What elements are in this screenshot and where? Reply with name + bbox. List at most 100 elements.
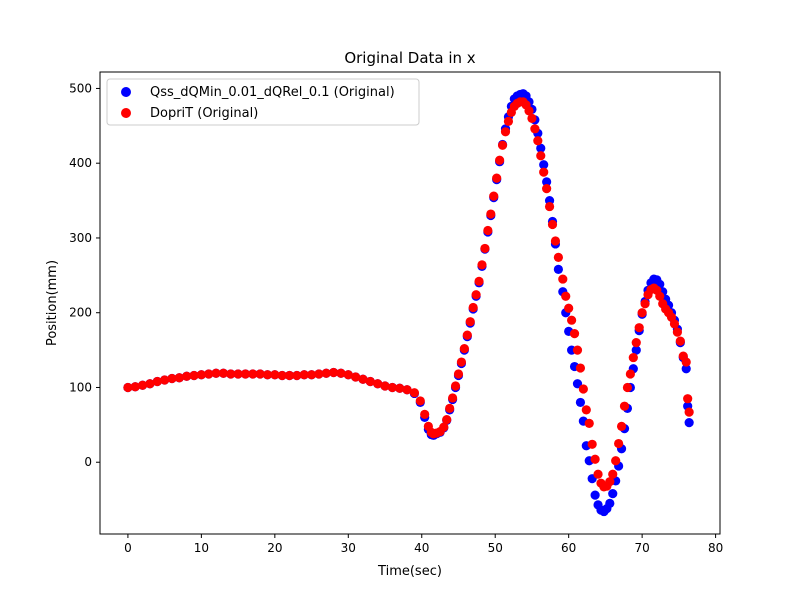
- y-axis-label: Position(mm): [45, 260, 60, 346]
- data-point: [196, 370, 206, 380]
- data-point: [486, 209, 496, 219]
- data-point: [681, 364, 691, 374]
- data-point: [533, 136, 543, 146]
- data-point: [614, 438, 624, 449]
- data-point: [292, 370, 302, 381]
- data-point: [138, 380, 148, 390]
- data-point: [625, 369, 635, 379]
- data-point: [619, 401, 630, 411]
- data-point: [439, 422, 449, 432]
- data-point: [299, 370, 309, 380]
- y-tick-label: 0: [84, 455, 92, 469]
- data-point: [527, 113, 537, 123]
- data-point: [123, 382, 133, 393]
- y-tick-label: 100: [69, 380, 92, 394]
- data-point: [130, 382, 140, 392]
- data-point: [640, 299, 650, 309]
- data-point: [468, 302, 478, 313]
- y-tick-label: 400: [69, 156, 92, 170]
- data-point: [611, 456, 621, 466]
- data-point: [631, 345, 641, 355]
- y-axis: 0 100 200 300 400 500: [69, 81, 100, 469]
- data-point: [590, 454, 600, 464]
- data-point: [497, 140, 508, 150]
- data-point: [459, 344, 469, 354]
- data-point: [262, 370, 273, 380]
- data-point: [503, 116, 514, 126]
- x-tick-label: 30: [341, 541, 356, 555]
- data-point: [314, 369, 324, 379]
- data-point: [681, 357, 691, 367]
- data-point: [189, 370, 199, 381]
- y-tick-label: 500: [69, 81, 92, 95]
- data-point: [605, 498, 615, 508]
- data-point: [608, 489, 618, 499]
- data-point: [402, 385, 412, 395]
- data-point: [637, 308, 647, 318]
- y-tick-label: 200: [69, 306, 92, 320]
- data-point: [605, 477, 615, 487]
- data-point: [415, 396, 425, 406]
- data-point: [387, 382, 397, 393]
- x-tick-label: 10: [194, 541, 209, 555]
- data-point: [578, 384, 588, 394]
- data-point: [462, 330, 472, 340]
- data-point: [539, 160, 549, 170]
- data-point: [445, 403, 455, 414]
- data-point: [351, 372, 361, 382]
- data-point: [550, 236, 561, 246]
- data-point: [255, 369, 265, 379]
- data-point: [575, 363, 586, 373]
- data-point: [581, 405, 591, 415]
- data-point: [145, 379, 155, 389]
- data-point: [495, 155, 505, 165]
- data-point: [474, 276, 484, 286]
- data-point: [270, 370, 280, 380]
- legend-marker-dopri: [121, 108, 131, 118]
- data-points: [123, 89, 694, 517]
- data-point: [536, 143, 546, 153]
- data-point: [584, 418, 594, 428]
- legend: Qss_dQMin_0.01_dQRel_0.1 (Original) Dopr…: [106, 78, 420, 126]
- data-point: [448, 393, 458, 403]
- data-point: [395, 383, 405, 393]
- data-point: [547, 219, 558, 230]
- x-tick-label: 50: [488, 541, 503, 555]
- data-point: [492, 173, 502, 183]
- data-point: [616, 421, 627, 431]
- y-tick-label: 300: [69, 231, 92, 245]
- data-point: [483, 225, 493, 236]
- data-point: [450, 381, 461, 391]
- legend-label-dopri: DopriT (Original): [150, 106, 258, 121]
- legend-label-qss: Qss_dQMin_0.01_dQRel_0.1 (Original): [150, 85, 395, 100]
- data-point: [536, 151, 546, 161]
- data-point: [211, 368, 221, 378]
- data-point: [524, 106, 534, 116]
- data-point: [593, 469, 603, 479]
- data-point: [456, 357, 467, 367]
- data-point: [167, 373, 177, 384]
- data-point: [218, 368, 229, 378]
- data-point: [628, 352, 638, 363]
- data-point: [684, 418, 694, 428]
- data-point: [572, 379, 583, 389]
- data-point: [587, 439, 597, 449]
- x-tick-label: 80: [708, 541, 723, 555]
- data-point: [542, 184, 552, 194]
- series-dopri: [123, 97, 694, 492]
- x-axis-label: Time(sec): [377, 564, 442, 579]
- x-tick-label: 0: [124, 541, 132, 555]
- data-point: [477, 260, 487, 270]
- data-point: [409, 388, 420, 398]
- chart-title: Original Data in x: [344, 49, 475, 67]
- data-point: [558, 274, 568, 284]
- data-point: [530, 124, 540, 134]
- data-point: [480, 243, 490, 254]
- data-point: [590, 490, 600, 500]
- data-point: [669, 319, 680, 329]
- data-point: [564, 303, 574, 313]
- x-tick-label: 70: [634, 541, 649, 555]
- data-point: [373, 379, 383, 389]
- data-point: [622, 382, 633, 393]
